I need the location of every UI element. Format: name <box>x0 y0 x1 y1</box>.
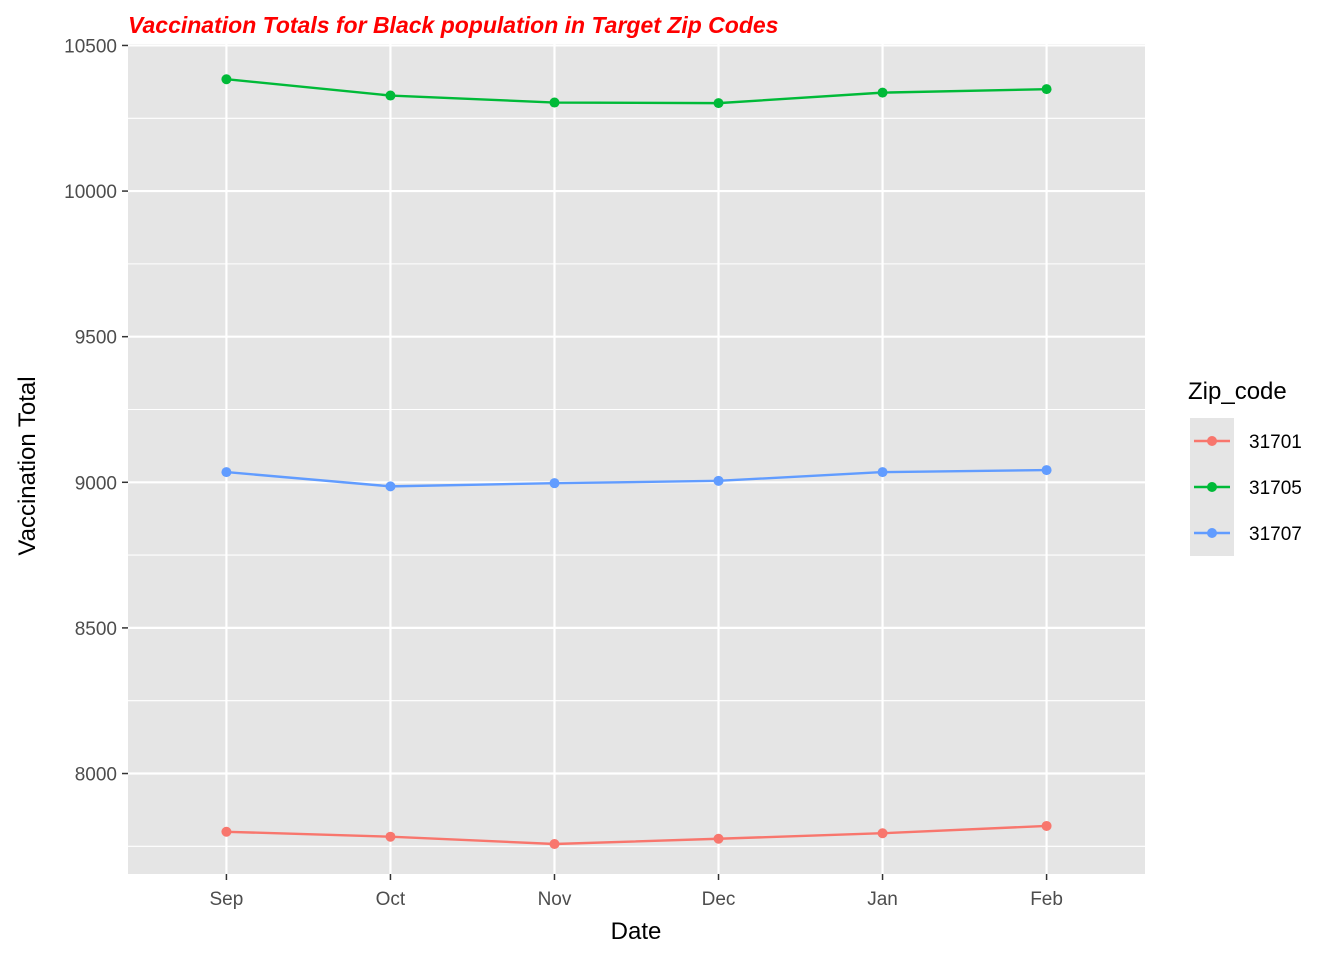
x-tick-label: Nov <box>538 889 572 910</box>
series-line-31707 <box>226 468 1047 488</box>
grid-lines <box>128 44 1145 874</box>
legend-label: 31705 <box>1249 478 1302 499</box>
x-tick-label: Oct <box>376 889 406 910</box>
x-axis-title: Date <box>611 918 662 945</box>
data-point-31701 <box>549 839 560 850</box>
x-axis: Sep Oct Nov Dec Jan Feb <box>210 874 1063 910</box>
legend-key-point <box>1207 482 1217 492</box>
data-point-31705 <box>713 98 724 109</box>
y-tick-label: 8500 <box>75 619 117 640</box>
data-point-31705 <box>549 97 560 108</box>
data-point-31707 <box>221 467 232 478</box>
data-point-31705 <box>1041 84 1052 95</box>
y-axis-title: Vaccination Total <box>14 376 41 555</box>
legend-label: 31707 <box>1249 524 1302 545</box>
data-point-31701 <box>1041 820 1052 831</box>
y-tick-label: 10000 <box>64 182 117 203</box>
x-tick-label: Feb <box>1030 889 1063 910</box>
x-tick-label: Sep <box>210 889 244 910</box>
legend: Zip_code 31701 31705 31707 <box>1188 378 1302 556</box>
data-point-31707 <box>1041 465 1052 476</box>
data-point-31707 <box>549 478 560 489</box>
data-point-31707 <box>713 475 724 486</box>
chart-title: Vaccination Totals for Black population … <box>128 12 778 38</box>
y-tick-label: 8000 <box>75 765 117 786</box>
series-line-31705 <box>226 78 1047 105</box>
data-point-31701 <box>877 828 888 839</box>
data-points <box>221 74 1052 850</box>
y-axis: 8000 8500 9000 9500 10000 10500 <box>64 36 128 786</box>
legend-label: 31701 <box>1249 432 1302 453</box>
y-tick-label: 9000 <box>75 473 117 494</box>
data-point-31701 <box>385 831 396 842</box>
legend-title: Zip_code <box>1188 378 1287 405</box>
legend-key-point <box>1207 528 1217 538</box>
plot-panel <box>128 44 1145 874</box>
y-tick-label: 9500 <box>75 328 117 349</box>
data-point-31707 <box>385 481 396 492</box>
series-lines <box>226 78 1047 846</box>
x-tick-label: Dec <box>702 889 736 910</box>
data-point-31701 <box>221 826 232 837</box>
series-line-31701 <box>226 824 1047 846</box>
data-point-31705 <box>877 87 888 98</box>
data-point-31705 <box>221 74 232 85</box>
legend-key-point <box>1207 436 1217 446</box>
data-point-31705 <box>385 90 396 101</box>
x-tick-label: Jan <box>867 889 898 910</box>
data-point-31701 <box>713 833 724 844</box>
data-point-31707 <box>877 467 888 478</box>
y-tick-label: 10500 <box>64 36 117 57</box>
